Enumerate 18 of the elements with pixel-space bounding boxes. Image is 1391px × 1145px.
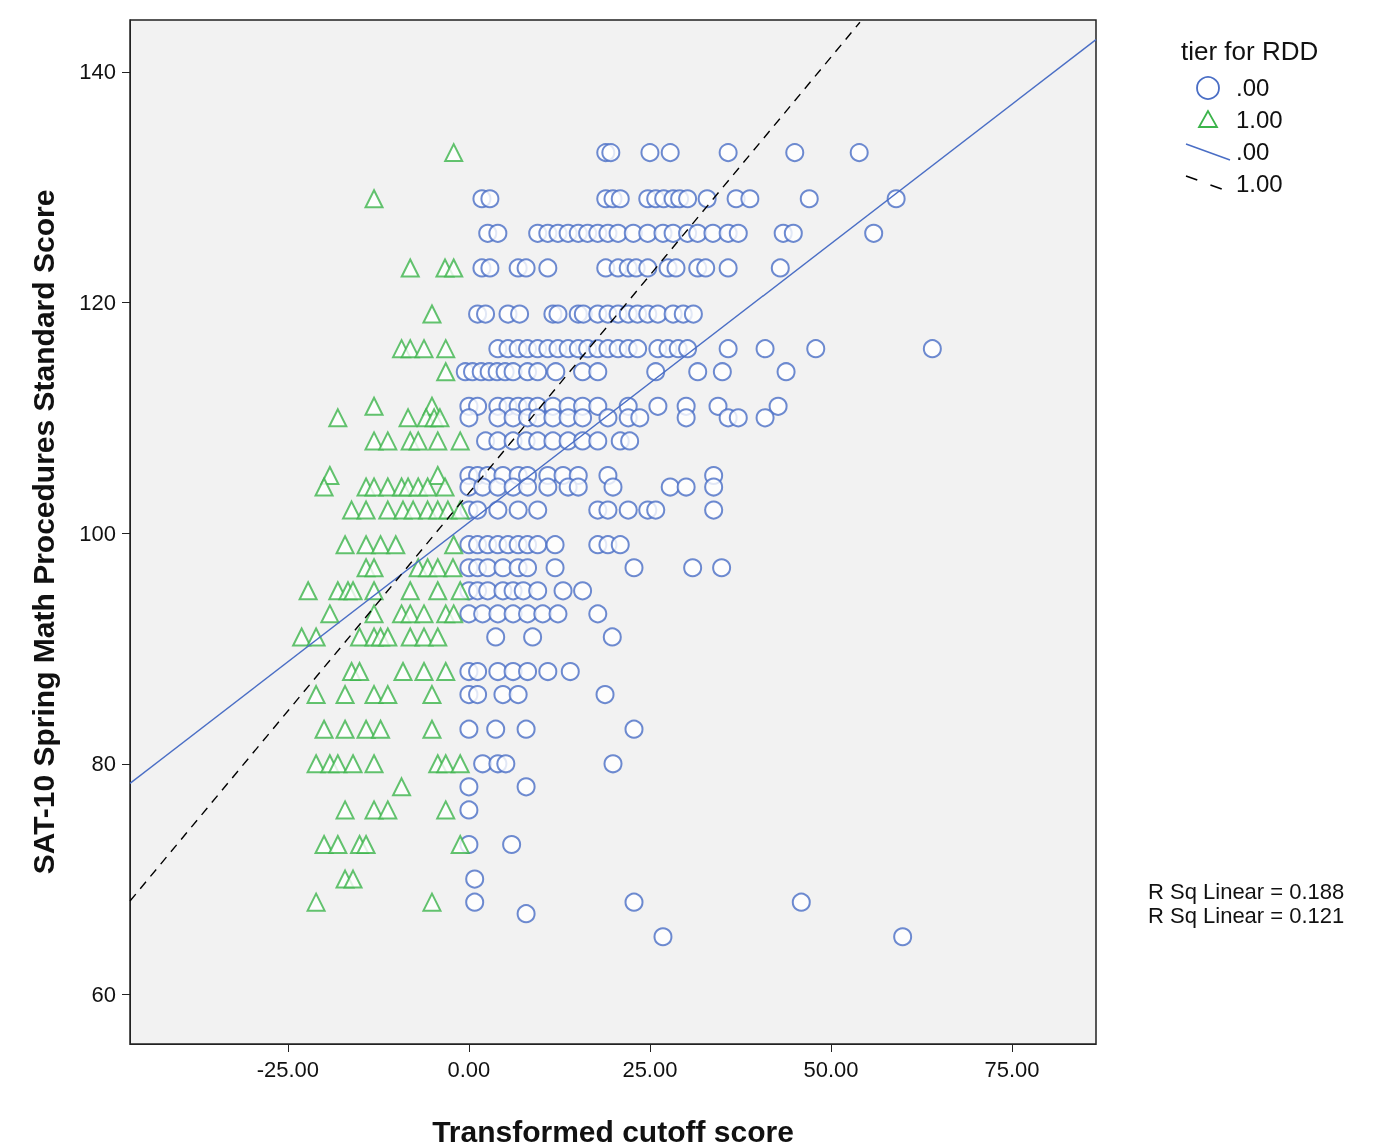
x-tick-label: 50.00 <box>803 1056 859 1082</box>
x-axis-title: Transformed cutoff score <box>432 1114 794 1145</box>
y-tick-label: 60 <box>91 981 116 1007</box>
legend-label: 1.00 <box>1236 169 1283 197</box>
legend-label: .00 <box>1236 137 1270 165</box>
y-tick-label: 140 <box>79 59 116 85</box>
y-tick-label: 120 <box>79 290 116 316</box>
x-tick-label: 75.00 <box>984 1056 1040 1082</box>
text: R Sq Linear = 0.188 <box>1148 878 1345 904</box>
y-tick-label: 100 <box>79 520 116 546</box>
y-tick-label: 80 <box>91 751 116 777</box>
y-axis-title: SAT-10 Spring Math Procedures Standard Score <box>26 189 60 875</box>
legend-label: 1.00 <box>1236 105 1283 133</box>
legend-title: tier for RDD <box>1181 36 1319 66</box>
legend-label: .00 <box>1236 73 1270 101</box>
x-tick-label: 0.00 <box>447 1056 491 1082</box>
x-tick-label: 25.00 <box>622 1056 678 1082</box>
x-tick-label: -25.00 <box>256 1056 320 1082</box>
